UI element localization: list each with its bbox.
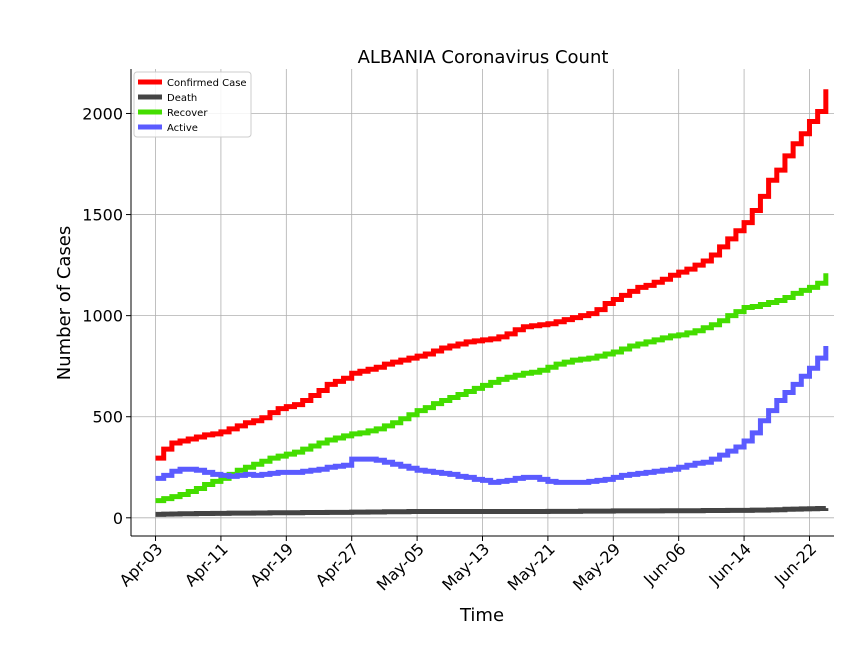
x-tick-label: May-05 (373, 539, 428, 594)
x-tick-label: Apr-11 (181, 539, 232, 590)
x-tick-label: May-21 (504, 539, 559, 594)
x-tick-label: Jun-22 (770, 539, 820, 589)
y-tick-labels: 0 500 1000 1500 2000 (82, 104, 123, 527)
x-tick-label: Jun-06 (639, 539, 689, 589)
legend-label-death: Death (167, 93, 197, 104)
series-line-active (155, 345, 829, 485)
series-line-recover (155, 273, 829, 504)
plot-area (155, 89, 829, 517)
x-axis-title: Time (459, 605, 504, 626)
legend: Confirmed Case Death Recover Active (133, 71, 252, 138)
axes (126, 69, 834, 541)
x-tick-labels: Apr-03 Apr-11 Apr-19 Apr-27 May-05 May-13 May-… (116, 539, 821, 594)
y-tick-label: 0 (113, 509, 123, 528)
y-tick-label: 1500 (82, 206, 123, 225)
gridlines (131, 69, 834, 536)
legend-frame (133, 71, 252, 138)
legend-label-recover: Recover (167, 108, 208, 119)
legend-label-active: Active (167, 123, 198, 134)
x-tick-label: May-29 (569, 539, 624, 594)
x-tick-label: Jun-14 (705, 539, 755, 589)
x-tick-label: Apr-19 (246, 539, 297, 590)
y-tick-label: 1000 (82, 307, 123, 326)
series-line-death (155, 506, 829, 517)
legend-label-confirmed-case: Confirmed Case (167, 78, 247, 89)
x-tick-label: Apr-27 (312, 539, 363, 590)
y-tick-label: 2000 (82, 104, 123, 123)
x-tick-label: May-13 (438, 539, 493, 594)
series-line-confirmed-case (155, 89, 829, 461)
chart-title: ALBANIA Coronavirus Count (358, 47, 609, 68)
x-tick-label: Apr-03 (116, 539, 167, 590)
y-axis-title: Number of Cases (54, 226, 75, 381)
y-tick-label: 500 (92, 408, 123, 427)
